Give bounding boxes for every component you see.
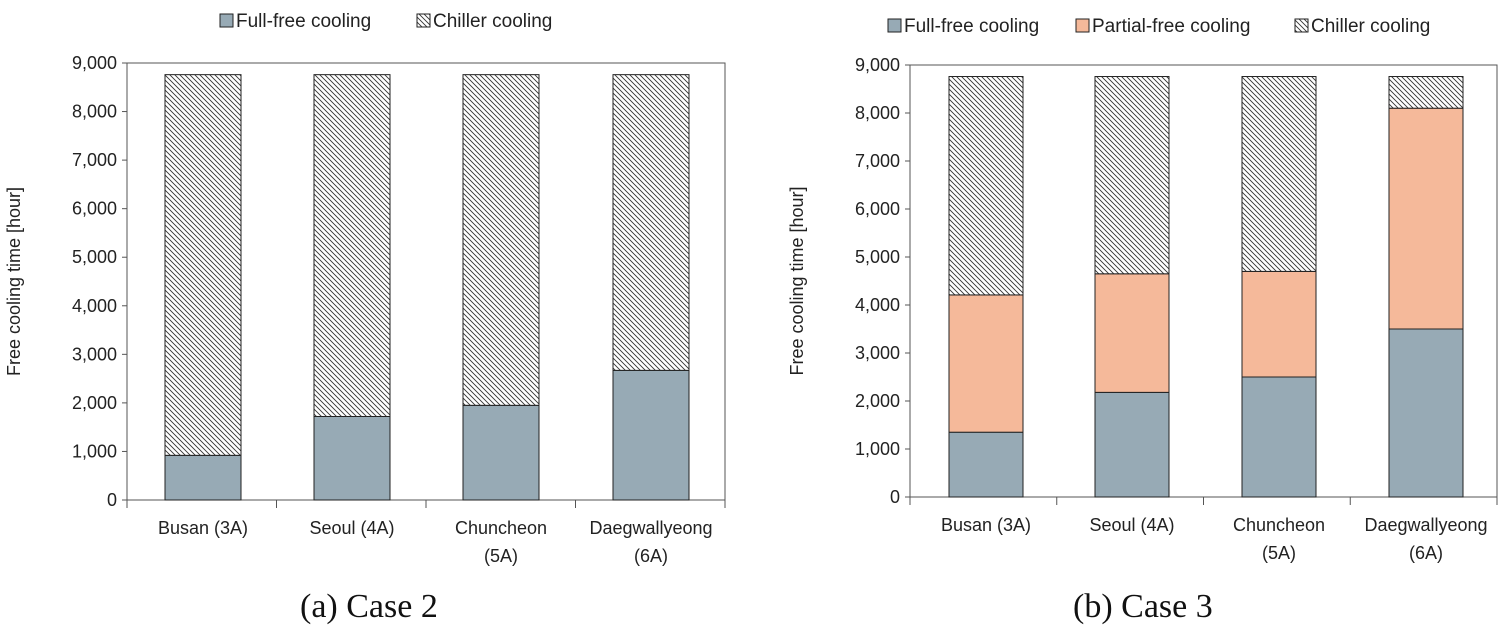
bar-full-free-cooling-daegwallyeong-6a [1388, 328, 1464, 498]
bar-full-free-cooling-seoul-4a [1094, 391, 1170, 498]
y-tick-label: 7,000 [855, 151, 900, 171]
legend-label-chiller-cooling: Chiller cooling [1311, 16, 1430, 37]
x-category-label: Daegwallyeong (6A) [1364, 515, 1487, 563]
bar-chiller-cooling-daegwallyeong-6a [1388, 76, 1464, 109]
bar-full-free-cooling-chuncheon-5a [462, 404, 540, 501]
y-tick-label: 1,000 [72, 441, 117, 461]
bar-partial-free-cooling-busan-3a [948, 294, 1024, 433]
y-tick-label: 2,000 [855, 391, 900, 411]
x-category-label: Busan (3A) [941, 515, 1031, 535]
bar-chiller-cooling-daegwallyeong-6a [612, 74, 690, 371]
legend-swatch-chiller-cooling [1294, 18, 1309, 33]
x-category-label: Seoul (4A) [1089, 515, 1174, 535]
legend-swatch-chiller-cooling [416, 13, 431, 28]
y-axis-label: Free cooling time [hour] [4, 187, 24, 376]
x-category-label: Seoul (4A) [309, 518, 394, 538]
bar-full-free-cooling-chuncheon-5a [1241, 376, 1317, 498]
y-tick-label: 4,000 [72, 296, 117, 316]
y-tick-label: 8,000 [72, 102, 117, 122]
y-axis-label: Free cooling time [hour] [787, 186, 807, 375]
bar-chiller-cooling-seoul-4a [1094, 76, 1170, 275]
x-category-label: Chuncheon (5A) [1233, 515, 1325, 563]
y-tick-label: 3,000 [72, 344, 117, 364]
legend-label-full-free-cooling: Full-free cooling [904, 16, 1039, 37]
y-tick-label: 5,000 [72, 247, 117, 267]
legend-swatch-full-free-cooling [219, 13, 234, 28]
y-tick-label: 6,000 [72, 199, 117, 219]
x-category-label: Daegwallyeong (6A) [589, 518, 712, 566]
legend-label-partial-free-cooling: Partial-free cooling [1092, 16, 1250, 37]
y-tick-label: 2,000 [72, 393, 117, 413]
y-tick-label: 4,000 [855, 295, 900, 315]
bar-partial-free-cooling-seoul-4a [1094, 273, 1170, 393]
bar-full-free-cooling-daegwallyeong-6a [612, 369, 690, 501]
y-tick-label: 3,000 [855, 343, 900, 363]
bar-chiller-cooling-chuncheon-5a [462, 74, 540, 406]
x-category-label: Chuncheon (5A) [455, 518, 547, 566]
bar-chiller-cooling-busan-3a [948, 76, 1024, 296]
caption-case-3: (b) Case 3 [1073, 588, 1213, 625]
x-category-label: Busan (3A) [158, 518, 248, 538]
y-tick-label: 5,000 [855, 247, 900, 267]
y-tick-label: 0 [890, 487, 900, 507]
bar-partial-free-cooling-daegwallyeong-6a [1388, 107, 1464, 330]
legend-swatch-partial-free-cooling [1075, 18, 1090, 33]
y-tick-label: 9,000 [72, 53, 117, 73]
y-tick-label: 9,000 [855, 55, 900, 75]
y-tick-label: 0 [107, 490, 117, 510]
y-tick-label: 6,000 [855, 199, 900, 219]
y-tick-label: 1,000 [855, 439, 900, 459]
bar-full-free-cooling-busan-3a [948, 431, 1024, 498]
y-tick-label: 8,000 [855, 103, 900, 123]
bar-partial-free-cooling-chuncheon-5a [1241, 270, 1317, 378]
bar-full-free-cooling-seoul-4a [313, 415, 391, 501]
legend-swatch-full-free-cooling [887, 18, 902, 33]
bar-chiller-cooling-seoul-4a [313, 74, 391, 417]
bar-chiller-cooling-chuncheon-5a [1241, 76, 1317, 272]
caption-case-2: (a) Case 2 [300, 588, 438, 625]
bar-chiller-cooling-busan-3a [164, 74, 242, 456]
y-tick-label: 7,000 [72, 150, 117, 170]
legend-label-chiller-cooling: Chiller cooling [433, 11, 552, 32]
bar-full-free-cooling-busan-3a [164, 454, 242, 501]
legend-label-full-free-cooling: Full-free cooling [236, 11, 371, 32]
